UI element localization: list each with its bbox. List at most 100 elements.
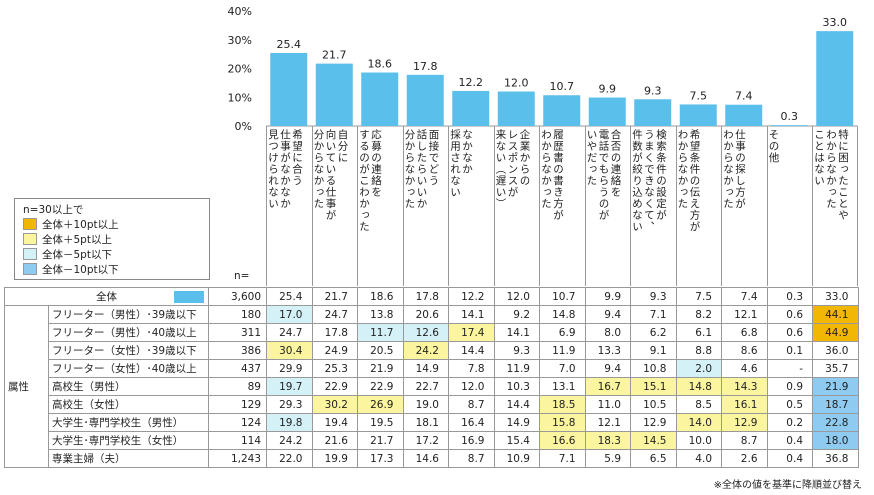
legend-swatch-minus5 bbox=[23, 248, 37, 260]
cell-value: 19.8 bbox=[266, 413, 313, 432]
cell-value: 14.1 bbox=[493, 323, 540, 342]
cell-value: 16.4 bbox=[448, 413, 495, 432]
cell-value: 15.1 bbox=[630, 377, 677, 396]
cell-value: 15.8 bbox=[539, 413, 586, 432]
bar-value-label: 18.6 bbox=[368, 58, 393, 71]
cell-value: 17.8 bbox=[402, 287, 449, 306]
cell-value: 14.4 bbox=[448, 341, 495, 360]
category-label: 希望に合う 仕事がなかなか 見つけられない bbox=[266, 126, 312, 286]
bar-value-label: 9.9 bbox=[599, 83, 617, 96]
y-tick-label: 40% bbox=[228, 5, 252, 18]
cell-value: 19.9 bbox=[311, 449, 358, 468]
legend-swatch-minus10 bbox=[23, 263, 37, 275]
category-label-text: 企業からの レスポンスが 来ない（遅い） bbox=[494, 129, 531, 210]
cell-value: 18.6 bbox=[357, 287, 404, 306]
category-label-text: 希望に合う 仕事がなかなか 見つけられない bbox=[267, 129, 303, 210]
bar-value-label: 7.5 bbox=[690, 89, 708, 102]
row-n: 89 bbox=[208, 377, 267, 396]
cell-value: 0.3 bbox=[766, 287, 813, 306]
cell-value: 8.0 bbox=[584, 323, 631, 342]
cell-value: 10.3 bbox=[493, 377, 540, 396]
bar bbox=[725, 104, 763, 126]
cell-value: 14.3 bbox=[721, 377, 768, 396]
bar bbox=[770, 125, 808, 126]
legend: n=30以上で 全体＋10pt以上 全体＋5pt以上 全体－5pt以下 全体－1… bbox=[14, 198, 210, 280]
row-label: フリーター（女性）･40歳以上 bbox=[48, 359, 209, 378]
cell-value: 19.7 bbox=[266, 377, 313, 396]
legend-label: 全体＋10pt以上 bbox=[42, 218, 119, 231]
cell-value: 30.4 bbox=[266, 341, 313, 360]
cell-value: 21.9 bbox=[812, 377, 859, 396]
table-row: 属性 フリーター（男性）･39歳以下 180 17.0 24.7 13.8 20.6 14.1… bbox=[4, 305, 859, 468]
bar bbox=[452, 90, 490, 126]
y-tick-label: 10% bbox=[228, 91, 252, 104]
cell-value: 20.5 bbox=[357, 341, 404, 360]
row-n: 311 bbox=[208, 323, 267, 342]
cell-value: 14.5 bbox=[630, 431, 677, 450]
cell-value: 8.8 bbox=[675, 341, 722, 360]
category-label: 履歴書の書き方が わからなかった bbox=[539, 126, 585, 286]
row-label: 専業主婦（夫） bbox=[48, 449, 209, 468]
footnote: ※全体の値を基準に降順並び替え bbox=[713, 480, 862, 491]
category-label-text: 検索条件の設定が うまくできなくて、 件数が絞り込めない bbox=[631, 129, 667, 233]
cell-value: 9.4 bbox=[584, 359, 631, 378]
row-n: 124 bbox=[208, 413, 267, 432]
category-label-text: 面接でどう 話したらいいか 分からなかった bbox=[403, 129, 440, 210]
cell-value: 8.7 bbox=[448, 449, 495, 468]
category-label-text: 合否の連絡を 電話でもらうのが いやだった bbox=[585, 129, 622, 221]
bar-value-label: 7.4 bbox=[735, 90, 753, 103]
cell-value: 12.0 bbox=[448, 377, 495, 396]
cell-value: 6.5 bbox=[630, 449, 677, 468]
cell-value: 19.5 bbox=[357, 413, 404, 432]
y-tick-label: 30% bbox=[228, 34, 252, 47]
bar bbox=[270, 52, 308, 126]
cell-value: 44.1 bbox=[812, 305, 859, 324]
cell-value: 12.9 bbox=[630, 413, 677, 432]
row-n: 386 bbox=[208, 341, 267, 360]
cell-value: 8.6 bbox=[721, 341, 768, 360]
cell-value: 29.9 bbox=[266, 359, 313, 378]
cell-value: 24.7 bbox=[311, 305, 358, 324]
cell-value: 18.0 bbox=[812, 431, 859, 450]
cell-value: 17.0 bbox=[266, 305, 313, 324]
bar bbox=[588, 97, 626, 126]
cell-value: 12.9 bbox=[721, 413, 768, 432]
cell-value: 44.9 bbox=[812, 323, 859, 342]
table-row: フリーター（男性）･40歳以上 311 24.7 17.8 11.7 12.6 17.4 14… bbox=[5, 323, 859, 342]
bar bbox=[315, 63, 353, 126]
cell-value: 7.0 bbox=[539, 359, 586, 378]
cell-value: 4.6 bbox=[721, 359, 768, 378]
cell-value: 26.9 bbox=[357, 395, 404, 414]
cell-value: 10.8 bbox=[630, 359, 677, 378]
table-row: 高校生（男性） 89 19.7 22.9 22.9 22.7 12.0 10.3 13.1 16.… bbox=[5, 377, 859, 396]
row-label: 大学生･専門学校生（女性） bbox=[48, 431, 209, 450]
table-row: 大学生･専門学校生（女性） 114 24.2 21.6 21.7 17.2 16.9 15.4… bbox=[5, 431, 859, 450]
cell-value: 12.1 bbox=[584, 413, 631, 432]
cell-value: 6.2 bbox=[630, 323, 677, 342]
cell-value: 12.0 bbox=[493, 287, 540, 306]
legend-swatch-plus5 bbox=[23, 233, 37, 245]
cell-value: 16.7 bbox=[584, 377, 631, 396]
cell-value: 10.7 bbox=[539, 287, 586, 306]
cell-value: 7.8 bbox=[448, 359, 495, 378]
cell-value: 12.6 bbox=[402, 323, 449, 342]
cell-value: 14.6 bbox=[402, 449, 449, 468]
bar bbox=[406, 74, 444, 126]
category-label-text: なかなか 採用されない bbox=[449, 129, 473, 198]
category-label-text: 特に困ったことや わからなかった ことはない bbox=[813, 129, 849, 221]
bar bbox=[497, 91, 535, 126]
cell-value: 0.9 bbox=[766, 377, 813, 396]
category-label: 面接でどう 話したらいいか 分からなかった bbox=[402, 126, 449, 286]
cell-value: 11.0 bbox=[584, 395, 631, 414]
row-label: フリーター（女性）･39歳以下 bbox=[48, 341, 209, 360]
cell-value: 24.7 bbox=[266, 323, 313, 342]
cell-value: 7.1 bbox=[630, 305, 677, 324]
total-bar-swatch bbox=[174, 291, 204, 303]
cell-value: 14.9 bbox=[493, 413, 540, 432]
cell-value: 8.5 bbox=[675, 395, 722, 414]
y-tick-label: 20% bbox=[228, 63, 252, 76]
cell-value: 18.7 bbox=[812, 395, 859, 414]
row-label-text: 全体 bbox=[96, 291, 117, 303]
table-row-total: 全体 3,600 25.4 21.7 18.6 17.8 12.2 12.0 10.7 9.9 9.… bbox=[4, 287, 859, 306]
row-n: 437 bbox=[208, 359, 267, 378]
